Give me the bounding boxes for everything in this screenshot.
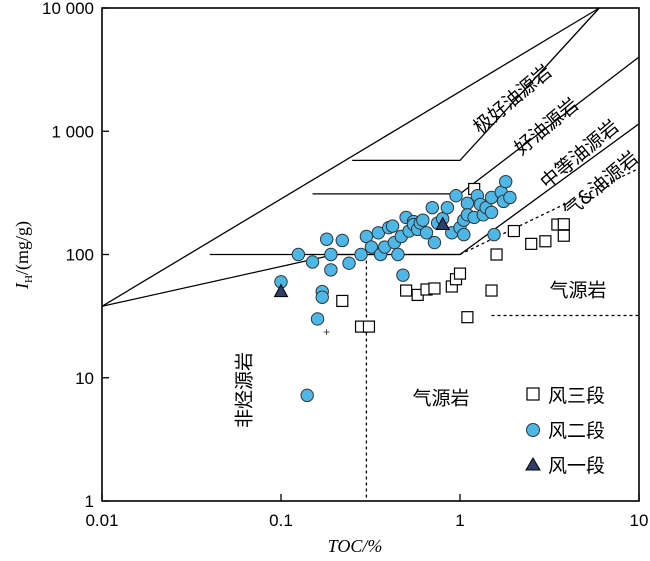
data-point-s0-13 <box>507 224 520 238</box>
data-point-s1-34 <box>440 200 455 215</box>
annotation-0: + <box>323 325 330 339</box>
plot-frame <box>101 7 640 502</box>
y-tick-label-1: 10 <box>75 369 94 388</box>
data-point-s1-52 <box>498 174 513 189</box>
x-tick-label-2: 1 <box>455 511 464 530</box>
data-point-s1-29 <box>419 226 434 240</box>
data-point-s0-0 <box>336 294 349 308</box>
data-point-s1-31 <box>427 235 442 250</box>
data-point-s0-18 <box>557 218 570 231</box>
region-label-6: 非烃源岩 <box>234 352 256 428</box>
data-point-s1-13 <box>364 240 379 254</box>
data-point-s0-10 <box>461 311 474 324</box>
data-point-s1-10 <box>342 256 356 270</box>
axis-ticks: 0.01 0.1 1 10 1 10 100 1 000 10 000 <box>42 0 648 530</box>
data-point-s1-28 <box>416 213 430 227</box>
data-point-s1-53 <box>503 190 517 205</box>
data-point-s0-12 <box>490 248 503 261</box>
legend-marker-series-2 <box>525 457 541 471</box>
data-point-s0-6 <box>428 282 441 295</box>
legend: 风三段 风二段 风一段 <box>525 385 605 477</box>
x-tick-label-3: 10 <box>630 511 649 530</box>
legend-marker-series-0 <box>526 387 540 401</box>
data-point-s0-14 <box>525 237 538 250</box>
data-point-s1-2 <box>305 255 320 269</box>
boundary-line-3 <box>352 7 600 162</box>
x-axis-label: TOC/% <box>328 536 383 556</box>
y-tick-label-4: 10 000 <box>42 0 94 18</box>
y-tick-label-0: 1 <box>85 492 94 511</box>
legend-label-series-0: 风三段 <box>548 385 605 407</box>
data-point-s1-6 <box>319 232 334 246</box>
data-point-s0-15 <box>539 235 552 248</box>
data-point-s1-1 <box>291 247 306 262</box>
data-points: + <box>273 174 570 403</box>
y-axis-label-unit: /(mg/g) <box>12 221 33 275</box>
y-tick-label-2: 100 <box>66 246 94 265</box>
data-point-s1-11 <box>354 247 368 262</box>
legend-label-series-2: 风一段 <box>548 455 605 477</box>
data-point-s1-30 <box>425 200 439 215</box>
data-point-s1-49 <box>487 227 501 242</box>
data-point-s2-0 <box>273 283 289 298</box>
data-point-s1-18 <box>385 219 400 233</box>
data-point-s1-8 <box>324 263 338 277</box>
data-point-s1-55 <box>300 388 314 403</box>
data-point-s0-2 <box>362 320 376 333</box>
legend-label-series-1: 风二段 <box>548 420 605 442</box>
boundary-line-4 <box>101 7 600 307</box>
data-point-s1-38 <box>457 227 471 242</box>
data-point-s1-5 <box>315 290 329 304</box>
data-point-s1-20 <box>391 247 405 262</box>
x-tick-label-1: 0.1 <box>269 511 293 530</box>
data-point-s1-47 <box>484 205 499 219</box>
data-point-s0-11 <box>485 284 498 297</box>
data-point-s0-9 <box>453 267 467 280</box>
y-axis-label-main: I <box>12 282 32 290</box>
data-point-s1-3 <box>310 312 325 326</box>
legend-marker-series-1 <box>526 423 540 437</box>
y-axis-label-sub: H <box>23 275 35 283</box>
y-tick-label-3: 1 000 <box>51 122 94 141</box>
data-point-s1-7 <box>324 247 338 262</box>
x-tick-label-0: 0.01 <box>85 511 118 530</box>
data-point-s1-9 <box>335 233 349 248</box>
data-point-s2-1 <box>435 216 451 230</box>
region-label-4: 气源岩 <box>549 280 606 302</box>
data-point-s1-54 <box>396 268 410 282</box>
region-label-5: 气源岩 <box>412 388 469 410</box>
data-point-s1-36 <box>449 188 463 203</box>
data-point-s0-17 <box>557 229 570 242</box>
y-axis-label: IH/(mg/g) <box>12 221 35 290</box>
data-point-s0-3 <box>400 284 413 297</box>
